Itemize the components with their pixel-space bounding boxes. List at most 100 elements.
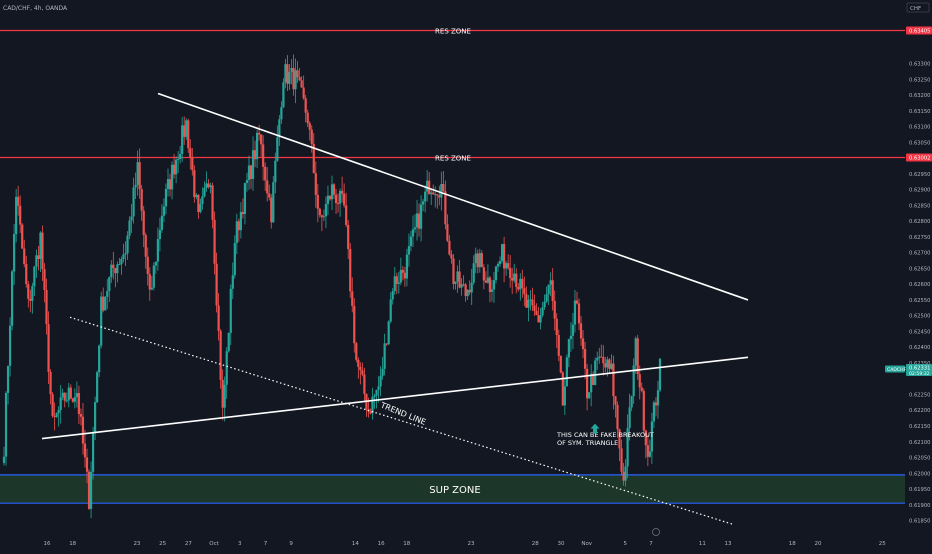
candle-body	[249, 165, 253, 179]
candle-body	[81, 416, 85, 444]
candle-body	[85, 457, 89, 472]
candle-body	[419, 204, 423, 229]
candle-body	[575, 300, 579, 304]
candle	[592, 370, 595, 386]
currency-box[interactable]	[906, 2, 930, 13]
candle-body	[229, 288, 232, 333]
candle-body	[401, 269, 404, 273]
x-tick-label: 27	[185, 541, 192, 547]
candle-body	[505, 263, 508, 269]
candle-body	[191, 157, 194, 171]
time-axis[interactable]: 16 18 23 25 27 Oct 3 7 9 14 16 18 23 28 30 Nov 5 7 11 13 18 2…	[44, 541, 887, 547]
candle	[21, 223, 24, 250]
candle-body	[442, 184, 445, 192]
x-tick-label: 7	[649, 541, 653, 547]
x-tick-label: 18	[69, 541, 76, 547]
candle-body	[474, 253, 477, 264]
candle-body	[543, 301, 546, 308]
candle	[49, 369, 52, 405]
candle	[172, 153, 176, 179]
candle-body	[656, 390, 660, 406]
y-tick-label: 0.62550	[909, 298, 930, 304]
candle-body	[577, 303, 581, 324]
candle-body	[415, 213, 419, 228]
candle-body	[361, 370, 364, 375]
candle	[466, 289, 469, 300]
candle	[55, 412, 58, 418]
candle-body	[604, 363, 607, 368]
candle	[545, 286, 548, 304]
candle	[353, 298, 356, 353]
candle	[170, 161, 174, 200]
candle	[336, 193, 340, 213]
candle-body	[458, 271, 461, 288]
candle	[284, 58, 287, 89]
candle	[452, 254, 455, 290]
candle	[300, 76, 303, 88]
candle-body	[555, 318, 558, 335]
symbol-tag	[885, 365, 905, 373]
candle-body	[452, 258, 455, 284]
candle-body	[213, 219, 216, 264]
candle	[245, 172, 249, 192]
candle-body	[174, 159, 178, 175]
x-tick-label: 25	[879, 541, 886, 547]
candle-body	[588, 392, 591, 399]
candle-body	[464, 284, 467, 297]
candle	[636, 334, 639, 380]
candle-body	[290, 67, 293, 72]
candle	[75, 381, 78, 408]
x-tick-label: 11	[699, 541, 706, 547]
candle-body	[583, 349, 587, 369]
candle-body	[596, 357, 599, 361]
candle	[586, 363, 589, 411]
candle-body	[132, 187, 135, 217]
candle-body	[553, 301, 556, 319]
candle	[59, 385, 62, 424]
candle-body	[551, 280, 554, 302]
sup-zone-band	[0, 474, 905, 504]
candle-body	[359, 366, 362, 371]
candle-body	[288, 71, 291, 84]
candle	[203, 181, 206, 198]
candle	[624, 459, 627, 487]
candle-body	[223, 384, 226, 408]
candle-body	[112, 264, 115, 269]
x-tick-label: 23	[133, 541, 140, 547]
candle	[286, 55, 289, 92]
candle	[399, 257, 402, 286]
candle-body	[411, 229, 415, 237]
candle-body	[247, 165, 251, 181]
candle	[294, 58, 297, 104]
candle	[521, 269, 524, 298]
candle	[292, 54, 295, 96]
scroll-to-realtime-icon[interactable]	[652, 528, 660, 536]
x-tick-label: 18	[789, 541, 796, 547]
candle-body	[146, 256, 149, 274]
candle	[405, 248, 409, 287]
candle-body	[300, 80, 303, 88]
price-axis-background	[905, 0, 932, 550]
candle-body	[170, 164, 174, 190]
candle-body	[187, 120, 190, 149]
candle-body	[432, 192, 435, 195]
candle-body	[215, 263, 218, 306]
candle	[4, 391, 8, 466]
candle-body	[10, 271, 14, 326]
candle-body	[148, 273, 151, 290]
candle	[614, 395, 617, 418]
candle-body	[436, 194, 439, 196]
price-axis[interactable]: 0.63300 0.63250 0.63200 0.63150 0.63100 0.630…	[905, 0, 932, 550]
candle	[575, 291, 579, 305]
candle	[98, 344, 101, 378]
candle-body	[349, 249, 352, 292]
res-price-tag-label: 0.63002	[909, 155, 930, 161]
candle-body	[509, 268, 512, 279]
candle	[134, 172, 137, 200]
candle-body	[251, 150, 255, 179]
candle	[462, 275, 465, 287]
candle	[535, 303, 538, 316]
candle	[612, 355, 615, 410]
